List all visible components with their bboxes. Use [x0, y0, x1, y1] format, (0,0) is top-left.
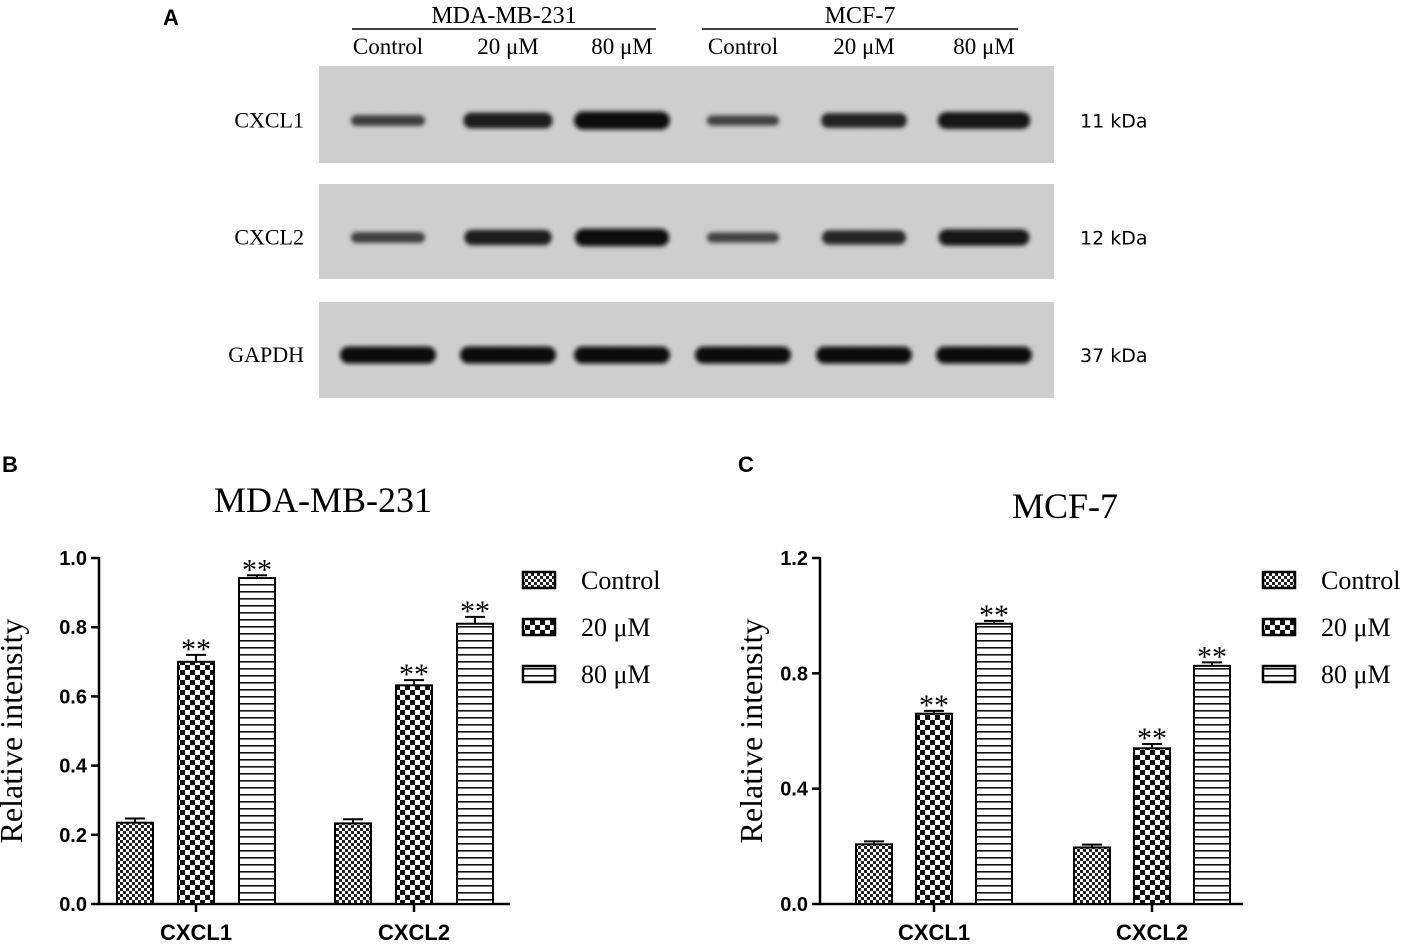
significance-mark: **: [919, 689, 949, 722]
y-tick-label: 0.6: [59, 686, 87, 708]
group-label-1: MCF-7: [825, 3, 896, 29]
blot-band: [463, 112, 553, 129]
blot-band: [574, 111, 670, 130]
lane-label: 20 μM: [833, 34, 895, 59]
bar: [975, 622, 1013, 905]
bar: [116, 821, 154, 905]
significance-mark: **: [242, 553, 272, 586]
blot-cxcl1: CXCL1 11 kDa: [234, 66, 1148, 163]
significance-mark: **: [1197, 640, 1227, 673]
significance-mark: **: [460, 595, 490, 628]
bar: [456, 622, 494, 905]
x-tick-label: CXCL2: [1116, 920, 1188, 945]
size-label: 37 kDa: [1080, 345, 1148, 367]
bar: [1073, 846, 1111, 906]
significance-mark: **: [399, 658, 429, 691]
chart-title: MDA-MB-231: [214, 480, 432, 520]
lane-label: 80 μM: [591, 34, 653, 59]
blot-band: [574, 228, 670, 247]
lane-header: MDA-MB-231 Control 20 μM 80 μM MCF-7 Control 2…: [352, 3, 1018, 59]
panel-c-chart: C MCF-7 Relative intensity 0.0 0.4 0.8 1.2 CXC…: [733, 452, 1400, 945]
y-tick-label: 0.8: [780, 663, 808, 685]
size-label: 12 kDa: [1080, 228, 1148, 250]
blot-texture: [319, 184, 1054, 279]
blot-band: [706, 232, 780, 243]
legend-entry: 80 μM: [1321, 660, 1391, 689]
lane-label: Control: [353, 34, 423, 59]
blot-band: [464, 229, 552, 246]
bar: [1133, 747, 1171, 905]
legend-swatch: [521, 570, 557, 590]
panel-b-label: B: [2, 452, 18, 477]
blot-band: [937, 112, 1031, 129]
lane-label: 80 μM: [953, 34, 1015, 59]
legend-swatch: [1261, 664, 1297, 684]
blot-texture: [319, 302, 1054, 398]
blot-band: [574, 346, 670, 364]
y-axis-label: Relative intensity: [733, 619, 769, 844]
blot-band: [938, 229, 1030, 246]
protein-label: CXCL1: [234, 108, 304, 133]
panel-c-label: C: [738, 452, 754, 477]
protein-label: GAPDH: [228, 342, 304, 367]
y-axis-label: Relative intensity: [0, 619, 29, 844]
chart-title: MCF-7: [1012, 486, 1118, 526]
bar: [177, 660, 215, 905]
significance-mark: **: [979, 599, 1009, 632]
blot-band: [821, 230, 907, 245]
legend-entry: 80 μM: [581, 660, 651, 689]
blot-band: [340, 346, 436, 364]
legend-swatch: [1261, 570, 1297, 590]
blot-band: [351, 232, 425, 243]
x-tick-label: CXCL2: [378, 920, 450, 945]
lane-label: 20 μM: [477, 34, 539, 59]
legend-entry: 20 μM: [1321, 613, 1391, 642]
bar: [915, 712, 953, 906]
blot-band: [821, 113, 907, 128]
x-tick-label: CXCL1: [160, 920, 232, 945]
legend-swatch: [521, 617, 557, 637]
blot-cxcl2: CXCL2 12 kDa: [234, 184, 1148, 279]
blot-band: [695, 346, 791, 364]
bar: [395, 684, 433, 905]
blot-band: [460, 346, 556, 364]
group-label-0: MDA-MB-231: [431, 3, 576, 29]
legend-entry: Control: [1321, 566, 1400, 595]
significance-mark: **: [1137, 722, 1167, 755]
legend-swatch: [1261, 617, 1297, 637]
legend-entry: Control: [581, 566, 660, 595]
significance-mark: **: [181, 633, 211, 666]
y-tick-label: 1.0: [59, 548, 87, 570]
panel-a-western-blot: A MDA-MB-231 Control 20 μM 80 μM MCF-7 Contro…: [163, 3, 1148, 398]
size-label: 11 kDa: [1080, 111, 1148, 133]
blot-band: [936, 346, 1032, 364]
bar: [238, 577, 276, 905]
bar: [1193, 664, 1231, 905]
panel-a-label: A: [163, 5, 179, 30]
legend-swatch: [521, 664, 557, 684]
y-tick-label: 0.2: [59, 825, 87, 847]
bar: [334, 822, 372, 906]
y-tick-label: 0.8: [59, 617, 87, 639]
x-tick-label: CXCL1: [898, 920, 970, 945]
blot-band: [351, 115, 425, 126]
protein-label: CXCL2: [234, 225, 304, 250]
panel-b-chart: B MDA-MB-231 Relative intensity 0.0 0.2 0.4 0…: [0, 452, 660, 945]
y-tick-label: 0.0: [59, 894, 87, 916]
blot-texture: [319, 66, 1054, 163]
y-tick-label: 1.2: [780, 548, 808, 570]
legend-entry: 20 μM: [581, 613, 651, 642]
blot-gapdh: GAPDH 37 kDa: [228, 302, 1148, 398]
y-tick-label: 0.4: [59, 756, 88, 778]
y-tick-label: 0.4: [780, 779, 809, 801]
bar: [855, 843, 893, 906]
blot-band: [816, 346, 912, 364]
y-tick-label: 0.0: [780, 894, 808, 916]
blot-strips: CXCL1 11 kDa CXCL2 12 kDa GAPDH 37 kDa: [228, 66, 1148, 398]
blot-band: [706, 115, 780, 126]
lane-label: Control: [708, 34, 778, 59]
